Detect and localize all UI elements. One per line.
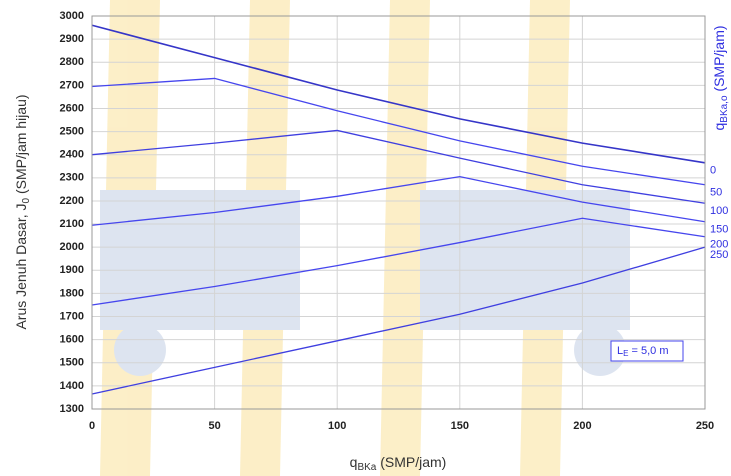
x-tick-label: 50 xyxy=(208,420,220,432)
y-title-sub: 0 xyxy=(21,197,32,203)
lines xyxy=(91,24,706,395)
series-line xyxy=(91,129,706,204)
series-line xyxy=(91,176,706,226)
legend-label: 50 xyxy=(710,187,722,199)
y-tick-label: 3000 xyxy=(60,10,84,22)
y-tick-label: 2700 xyxy=(60,79,84,91)
y-title-rest: (SMP/jam hijau) xyxy=(13,94,29,197)
y-tick-label: 2500 xyxy=(60,125,84,137)
y-tick-label: 1500 xyxy=(60,357,84,369)
y-tick-label: 1700 xyxy=(60,310,84,322)
y-tick-label: 1300 xyxy=(60,403,84,415)
watermark xyxy=(100,0,630,476)
x-title-sub: BKa xyxy=(357,462,376,473)
y-tick-label: 2800 xyxy=(60,56,84,68)
y-tick-label: 2400 xyxy=(60,149,84,161)
y-tick-label: 2900 xyxy=(60,33,84,45)
legend-title: qBKa,o (SMP/jam) xyxy=(711,25,730,130)
series-line xyxy=(91,77,706,186)
x-tick-label: 0 xyxy=(89,420,95,432)
x-title-rest: (SMP/jam) xyxy=(376,454,446,470)
annotation-sub: E xyxy=(623,349,628,358)
y-tick-label: 1400 xyxy=(60,380,84,392)
x-tick-label: 150 xyxy=(451,420,469,432)
y-tick-label: 1900 xyxy=(60,264,84,276)
y-tick-label: 2100 xyxy=(60,218,84,230)
legend-label: 100 xyxy=(710,205,728,217)
legend-title-rest: (SMP/jam) xyxy=(711,25,727,95)
annotation-main: L xyxy=(617,345,623,357)
y-tick-label: 2600 xyxy=(60,102,84,114)
x-tick-label: 200 xyxy=(573,420,591,432)
y-title-main: Arus Jenuh Dasar, J xyxy=(13,203,29,329)
series-line xyxy=(91,217,706,306)
annotation-rest: = 5,0 m xyxy=(628,345,668,357)
grid xyxy=(91,15,706,410)
x-tick-label: 100 xyxy=(328,420,346,432)
y-tick-label: 2300 xyxy=(60,172,84,184)
annotation: LE = 5,0 m xyxy=(617,345,669,358)
series-line xyxy=(91,246,706,395)
legend-label: 150 xyxy=(710,224,728,236)
y-tick-label: 1600 xyxy=(60,334,84,346)
series-line xyxy=(91,24,706,164)
plot-frame xyxy=(91,15,706,410)
y-tick-label: 1800 xyxy=(60,287,84,299)
y-tick-label: 2000 xyxy=(60,241,84,253)
x-axis-title: qBKa (SMP/jam) xyxy=(350,454,447,473)
legend-title-sub: BKa,o xyxy=(719,95,730,123)
x-title-main: q xyxy=(350,454,358,470)
x-tick-label: 250 xyxy=(696,420,714,432)
legend-label: 200 xyxy=(710,239,728,251)
legend-label: 250 xyxy=(710,249,728,261)
y-tick-label: 2200 xyxy=(60,195,84,207)
annotation-box xyxy=(610,340,684,362)
y-axis-title: Arus Jenuh Dasar, J0 (SMP/jam hijau) xyxy=(13,94,32,329)
legend-title-main: q xyxy=(711,123,727,131)
legend-label: 0 xyxy=(710,165,716,177)
